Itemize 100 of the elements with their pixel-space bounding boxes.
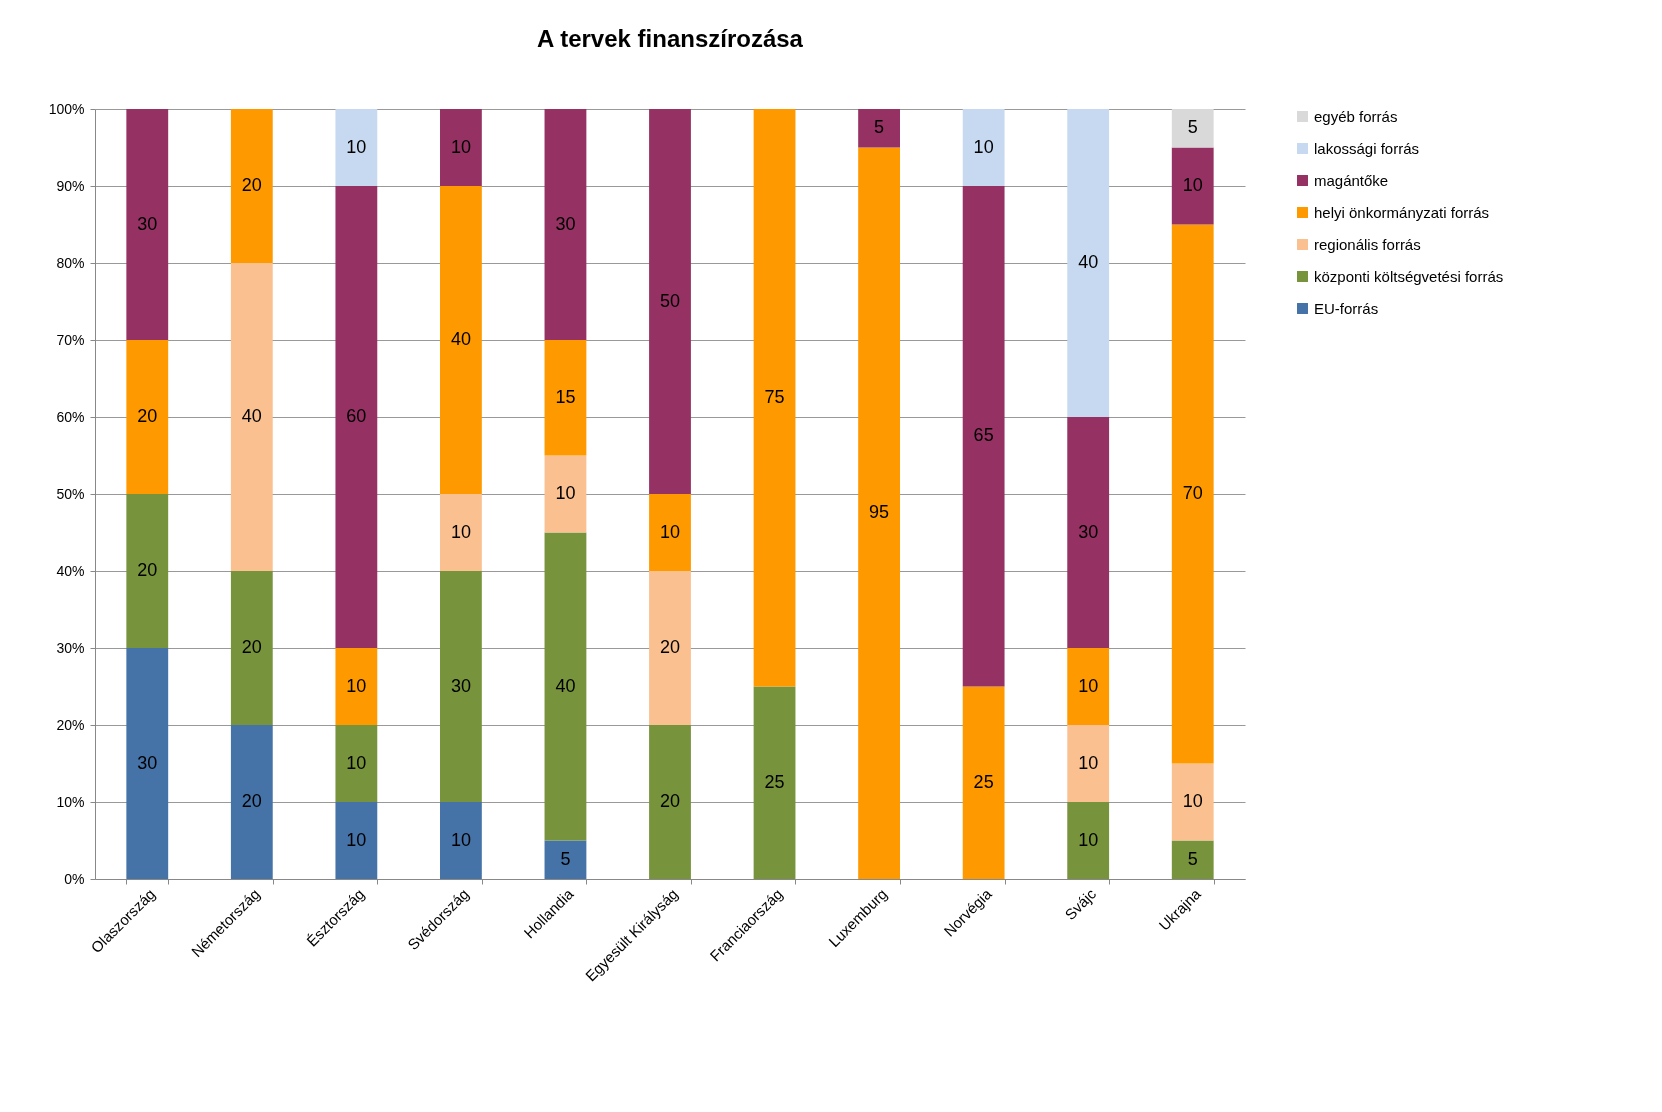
y-tick-label: 90%	[56, 177, 85, 194]
data-label: 10	[1078, 752, 1099, 773]
data-label: 65	[973, 425, 994, 446]
bar	[649, 571, 691, 725]
data-label: 75	[764, 386, 785, 407]
bar	[440, 109, 482, 186]
y-tick-label: 10%	[56, 793, 85, 810]
y-tick-label: 50%	[56, 485, 85, 502]
legend-label: egyéb forrás	[1314, 107, 1398, 125]
bar	[440, 802, 482, 879]
data-label: 5	[1187, 117, 1198, 138]
bar	[649, 109, 691, 494]
data-label: 10	[346, 136, 367, 157]
data-label: 10	[450, 136, 471, 157]
bar	[1067, 648, 1110, 725]
y-tick-label: 60%	[56, 408, 85, 425]
bar	[962, 109, 1005, 186]
y-tick-label: 40%	[56, 562, 85, 579]
bar	[440, 571, 482, 802]
legend-label: lakossági forrás	[1314, 139, 1420, 157]
legend-label: magántőke	[1314, 171, 1389, 189]
bar	[440, 494, 482, 571]
legend-label: központi költségvetési forrás	[1314, 267, 1504, 285]
data-label: 5	[874, 117, 885, 138]
data-label: 60	[346, 406, 367, 426]
legend-label: regionális forrás	[1314, 235, 1421, 253]
data-label: 10	[346, 829, 367, 850]
bar	[126, 109, 169, 340]
data-label: 5	[560, 848, 571, 869]
data-label: 10	[346, 752, 367, 773]
bar	[1171, 109, 1214, 148]
data-label: 20	[241, 175, 262, 195]
data-label: 10	[1078, 829, 1099, 850]
data-label: 5	[1187, 848, 1198, 869]
bar	[544, 340, 587, 456]
bar	[230, 263, 273, 571]
bar	[649, 725, 691, 879]
data-label: 20	[241, 791, 262, 811]
bar	[335, 725, 378, 802]
y-tick-label: 80%	[56, 254, 85, 271]
data-label: 20	[137, 560, 158, 580]
bar	[649, 494, 691, 571]
bar	[858, 109, 900, 148]
data-label: 10	[450, 829, 471, 850]
data-label: 30	[450, 675, 471, 696]
bar	[753, 686, 796, 879]
bar	[1067, 417, 1110, 648]
bar	[544, 455, 587, 533]
data-label: 10	[346, 675, 367, 696]
bar	[1067, 109, 1110, 417]
data-label: 10	[1182, 791, 1203, 811]
bar	[544, 532, 587, 841]
legend-label: helyi önkormányzati forrás	[1314, 203, 1490, 221]
data-label: 40	[1078, 252, 1099, 272]
data-label: 95	[869, 502, 890, 523]
y-tick-label: 70%	[56, 331, 85, 348]
bar	[440, 186, 482, 494]
data-label: 40	[555, 675, 576, 696]
data-label: 20	[659, 791, 681, 811]
data-label: 15	[555, 386, 576, 407]
bar	[1171, 840, 1214, 879]
bar	[335, 186, 378, 648]
bar	[1171, 763, 1214, 841]
data-label: 10	[555, 483, 576, 503]
bar	[335, 109, 378, 186]
y-tick-label: 30%	[56, 639, 85, 656]
legend-label: EU-forrás	[1314, 299, 1379, 317]
chart-title: A tervek finanszírozása	[537, 25, 804, 52]
data-label: 30	[137, 213, 158, 234]
bar	[544, 109, 587, 340]
bar	[126, 494, 169, 648]
y-tick-label: 0%	[64, 870, 85, 887]
data-label: 30	[1078, 521, 1099, 542]
y-tick-label: 20%	[56, 716, 85, 733]
data-label: 50	[659, 290, 681, 311]
bar	[1171, 147, 1214, 225]
data-label: 10	[973, 136, 994, 157]
bar	[1067, 802, 1110, 879]
bar	[230, 725, 273, 879]
bar	[335, 648, 378, 725]
data-label: 20	[241, 637, 262, 657]
bar	[126, 340, 169, 494]
bar	[230, 109, 273, 263]
data-label: 40	[450, 329, 471, 349]
data-label: 40	[241, 406, 262, 426]
data-label: 10	[1182, 175, 1203, 195]
bar	[544, 840, 587, 879]
data-label: 10	[450, 521, 471, 542]
data-label: 30	[137, 752, 158, 773]
bar	[230, 571, 273, 725]
data-label: 10	[1078, 675, 1099, 696]
data-label: 70	[1182, 483, 1203, 503]
bar	[962, 186, 1005, 687]
bar	[335, 802, 378, 879]
bar	[126, 648, 169, 879]
bar	[753, 109, 796, 687]
data-label: 20	[659, 637, 681, 657]
data-label: 25	[764, 771, 785, 792]
bar	[858, 147, 900, 879]
data-label: 30	[555, 213, 576, 234]
